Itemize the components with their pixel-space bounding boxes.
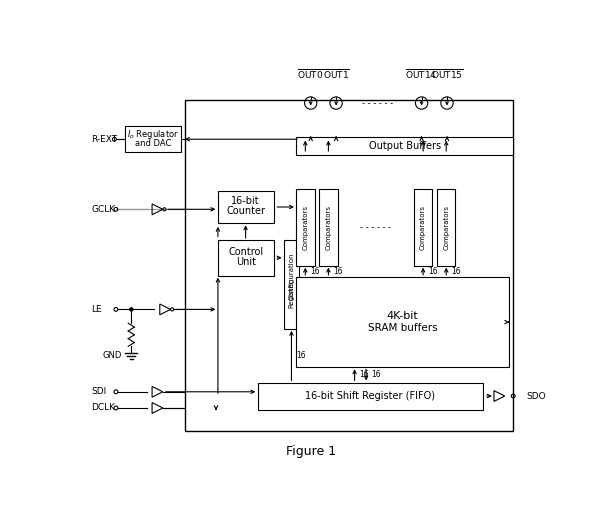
Text: DCLK: DCLK <box>91 403 115 413</box>
Bar <box>283 240 299 329</box>
Text: 16-bit Shift Register (FIFO): 16-bit Shift Register (FIFO) <box>305 391 435 401</box>
Bar <box>185 100 513 431</box>
Bar <box>217 191 274 223</box>
Text: $I_o$ Regulator: $I_o$ Regulator <box>127 128 179 141</box>
Text: 16: 16 <box>333 267 343 276</box>
Text: 16: 16 <box>371 370 381 380</box>
Text: 16-bit: 16-bit <box>231 196 260 206</box>
Circle shape <box>130 308 133 311</box>
Text: and DAC: and DAC <box>135 139 171 149</box>
Text: Register: Register <box>288 279 294 308</box>
Text: Unit: Unit <box>236 257 256 267</box>
Bar <box>437 188 455 266</box>
Bar <box>296 277 509 367</box>
Text: SRAM buffers: SRAM buffers <box>367 323 437 333</box>
Bar <box>296 137 513 155</box>
Text: $\overline{\rm OUT1}$: $\overline{\rm OUT1}$ <box>323 67 350 81</box>
Text: 16: 16 <box>359 370 369 380</box>
Text: - - - - - -: - - - - - - <box>360 223 391 232</box>
Text: $\overline{\rm OUT15}$: $\overline{\rm OUT15}$ <box>431 67 463 81</box>
Bar <box>217 240 274 276</box>
Bar <box>296 188 314 266</box>
Text: Configuration: Configuration <box>288 253 294 300</box>
Text: SDI: SDI <box>91 387 106 396</box>
Text: LE: LE <box>91 305 102 314</box>
Text: - - - - - -: - - - - - - <box>362 99 393 108</box>
Text: GCLK: GCLK <box>91 205 115 214</box>
Text: GND: GND <box>103 351 122 360</box>
Text: Comparators: Comparators <box>420 205 426 249</box>
Bar <box>257 383 483 410</box>
Text: $\overline{\rm OUT14}$: $\overline{\rm OUT14}$ <box>405 67 438 81</box>
Text: Figure 1: Figure 1 <box>286 445 336 458</box>
Text: 4K-bit: 4K-bit <box>387 311 418 321</box>
Bar <box>319 188 337 266</box>
Text: 16: 16 <box>296 351 306 360</box>
Text: Control: Control <box>228 247 263 257</box>
Text: 16: 16 <box>428 267 438 276</box>
Bar <box>414 188 432 266</box>
Text: $\overline{\rm OUT0}$: $\overline{\rm OUT0}$ <box>297 67 324 81</box>
Text: SDO: SDO <box>526 392 546 401</box>
Bar <box>125 126 181 152</box>
Text: Counter: Counter <box>226 206 265 216</box>
Text: Comparators: Comparators <box>325 205 331 249</box>
Text: 16: 16 <box>310 267 319 276</box>
Text: Comparators: Comparators <box>302 205 308 249</box>
Text: Comparators: Comparators <box>443 205 449 249</box>
Text: Output Buffers: Output Buffers <box>368 141 441 151</box>
Text: R-EXT: R-EXT <box>91 135 117 144</box>
Text: 16: 16 <box>451 267 461 276</box>
